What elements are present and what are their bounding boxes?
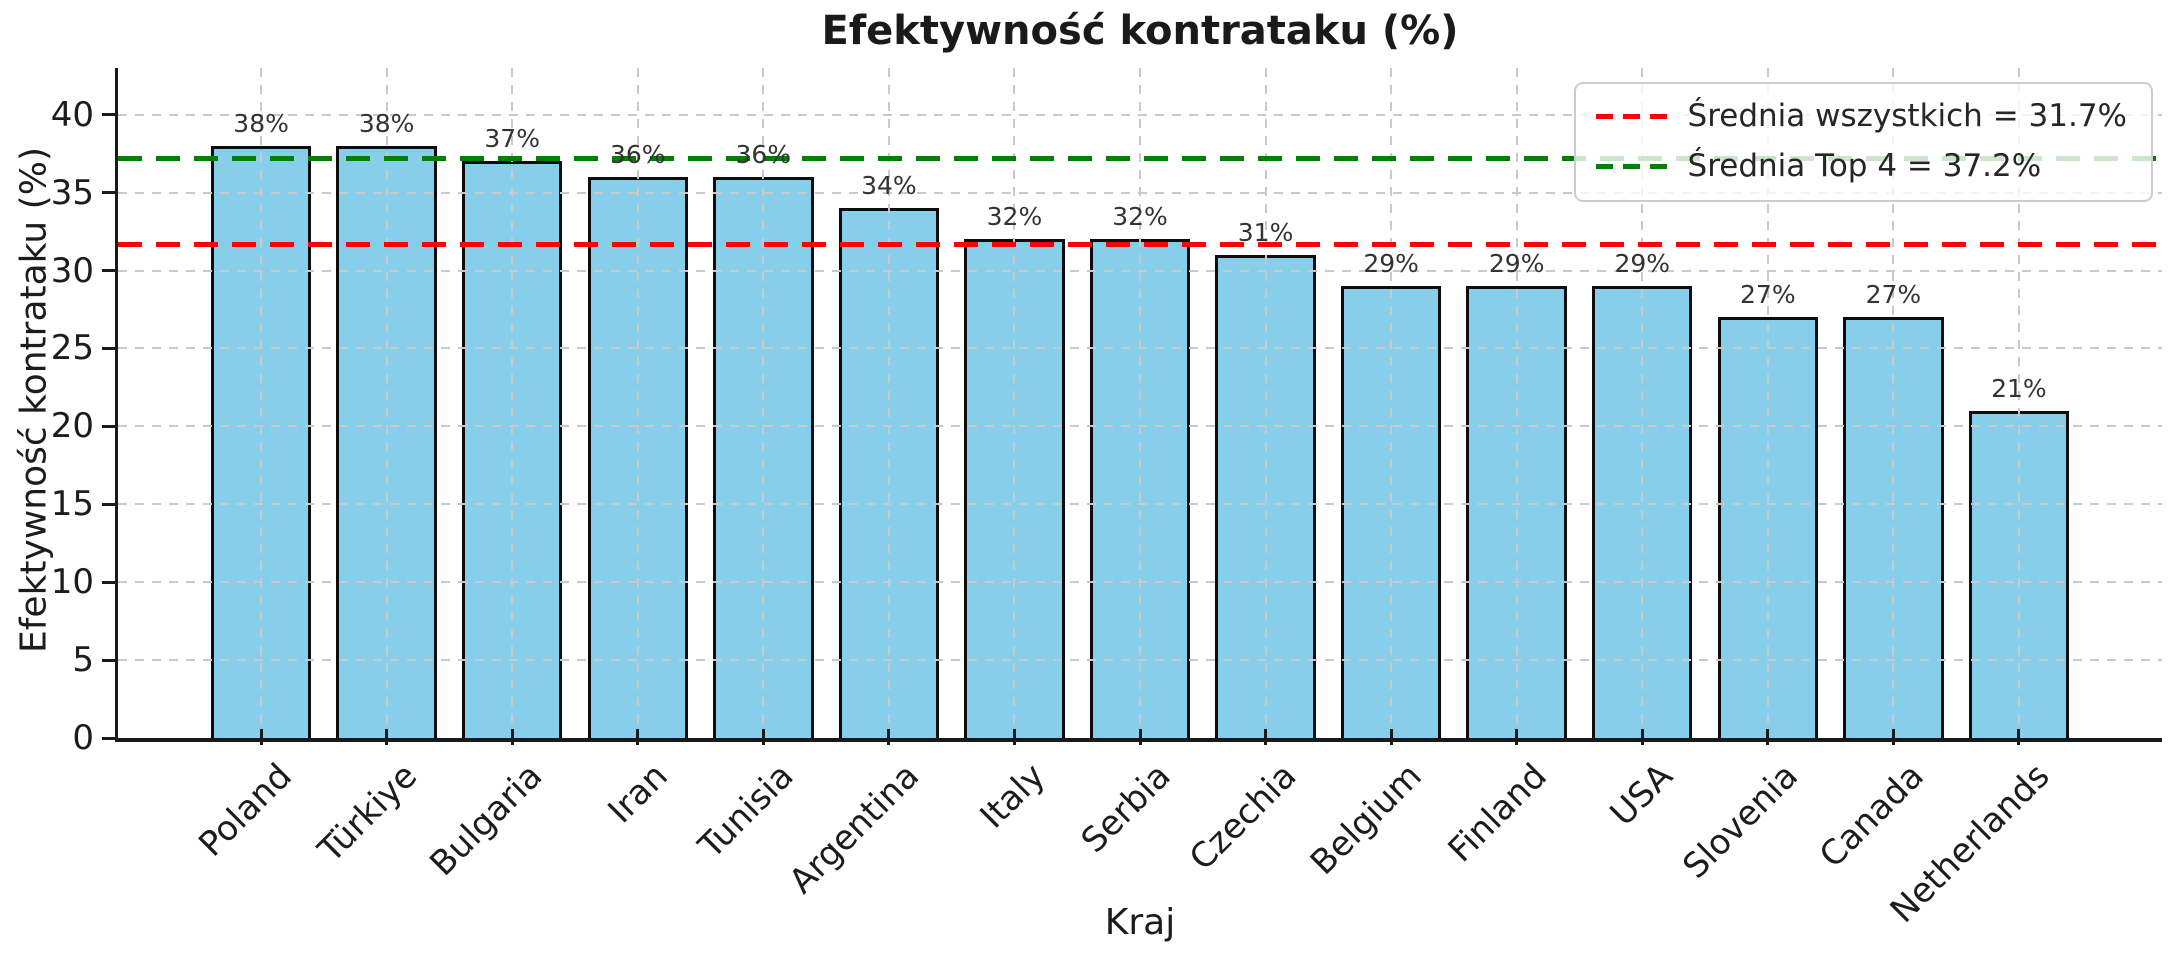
- y-tick-mark: [102, 424, 115, 428]
- y-tick-label: 25: [50, 328, 94, 369]
- green-dashed-line-swatch: [1595, 163, 1668, 169]
- y-tick-mark: [102, 580, 115, 584]
- bar-value-label: 29%: [1363, 249, 1419, 279]
- y-tick-label: 40: [50, 94, 94, 135]
- x-tick-label: Poland: [190, 756, 300, 865]
- v-gridline: [1264, 68, 1267, 738]
- v-gridline: [260, 68, 263, 738]
- bar-value-label: 36%: [735, 140, 792, 170]
- bar-label-layer: 38% 38% 37% 36% 36% 34% 32% 32% 31% 29% 29% 29% 27% 2…: [118, 68, 2162, 738]
- y-tick-mark: [102, 346, 115, 350]
- bar-value-label: 38%: [233, 108, 289, 138]
- x-tick-mark: [1891, 729, 1895, 745]
- v-gridline: [1390, 68, 1393, 738]
- y-tick-mark: [102, 502, 115, 506]
- legend: Średnia wszystkich = 31.7% Średnia Top 4…: [1573, 82, 2153, 202]
- x-tick-label: Belgium: [1302, 756, 1430, 883]
- x-tick-label: Italy: [972, 756, 1053, 837]
- x-tick-mark: [1515, 729, 1519, 745]
- v-gridline: [887, 68, 890, 738]
- y-tick-mark: [102, 269, 115, 273]
- bar-value-label: 37%: [484, 124, 540, 154]
- v-gridline: [385, 68, 388, 738]
- grid-layer: [118, 68, 2162, 738]
- y-axis-spine: [115, 68, 118, 738]
- y-tick-label: 35: [50, 172, 94, 213]
- x-tick-mark: [887, 729, 891, 745]
- reference-line-layer: [118, 68, 2162, 738]
- x-tick-label: Serbia: [1073, 756, 1179, 861]
- x-tick-label: Canada: [1811, 756, 1932, 876]
- bar-value-label: 21%: [1991, 373, 2047, 403]
- y-axis-label: Efektywność kontrataku (%): [13, 147, 55, 653]
- x-tick-mark: [1264, 729, 1268, 745]
- y-tick-mark: [102, 658, 115, 662]
- y-tick-label: 10: [50, 562, 94, 603]
- bar-value-label: 34%: [861, 171, 917, 201]
- bar-value-label: 36%: [609, 140, 666, 170]
- bar-value-label: 27%: [1865, 280, 1922, 310]
- x-tick-mark: [259, 729, 263, 745]
- x-tick-mark: [636, 729, 640, 745]
- bar-value-label: 29%: [1488, 249, 1545, 279]
- v-gridline: [1766, 68, 1769, 738]
- x-tick-mark: [1766, 729, 1770, 745]
- x-tick-mark: [2017, 729, 2021, 745]
- legend-label: Średnia Top 4 = 37.2%: [1687, 148, 2042, 184]
- v-gridline: [2017, 68, 2020, 738]
- tick-layer: 0 5 10 15 20 25 30 35 40 Poland Türkiye Bulgaria Ira…: [51, 68, 2162, 931]
- bar-value-label: 32%: [986, 202, 1043, 232]
- y-tick-mark: [102, 113, 115, 117]
- x-tick-label: Argentina: [781, 756, 928, 902]
- x-tick-label: Slovenia: [1675, 756, 1807, 887]
- y-tick-label: 15: [50, 484, 94, 525]
- v-gridline: [511, 68, 514, 738]
- bar-value-label: 32%: [1112, 202, 1168, 232]
- x-tick-label: Iran: [600, 756, 677, 832]
- y-tick-label: 20: [50, 406, 94, 447]
- bar-value-label: 31%: [1237, 217, 1294, 247]
- legend-item: Średnia wszystkich = 31.7%: [1595, 98, 2127, 134]
- plot-area: 38% 38% 37% 36% 36% 34% 32% 32% 31% 29% 29% 29% 27% 2…: [51, 68, 2162, 931]
- x-axis-label: Kraj: [1104, 902, 1176, 943]
- x-tick-mark: [1138, 729, 1142, 745]
- v-gridline: [1515, 68, 1518, 738]
- bar-value-label: 29%: [1614, 249, 1671, 279]
- x-tick-mark: [1640, 729, 1644, 745]
- x-axis-spine: [115, 738, 2162, 742]
- v-gridline: [636, 68, 639, 738]
- x-tick-label: USA: [1602, 756, 1681, 835]
- y-tick-label: 0: [72, 718, 94, 758]
- x-tick-label: Bulgaria: [422, 756, 551, 884]
- reference-line: [118, 241, 2162, 247]
- v-gridline: [1139, 68, 1141, 738]
- y-tick-label: 5: [72, 640, 94, 681]
- x-tick-label: Czechia: [1181, 756, 1304, 879]
- v-gridline: [762, 68, 765, 738]
- v-gridline: [1013, 68, 1016, 738]
- chart-title: Efektywność kontrataku (%): [821, 8, 1459, 54]
- y-tick-label: 30: [50, 250, 94, 291]
- reference-line: [118, 155, 2162, 161]
- x-tick-mark: [1389, 729, 1393, 745]
- x-tick-label: Türkiye: [310, 756, 425, 871]
- x-tick-label: Tunisia: [691, 756, 802, 867]
- red-dashed-line-swatch: [1595, 113, 1668, 119]
- legend-item: Średnia Top 4 = 37.2%: [1595, 148, 2127, 184]
- x-tick-label: Finland: [1440, 756, 1555, 871]
- y-tick-mark: [102, 736, 115, 740]
- v-gridline: [1892, 68, 1895, 738]
- x-tick-mark: [761, 729, 765, 745]
- x-tick-mark: [510, 729, 514, 745]
- v-gridline: [1641, 68, 1644, 738]
- y-tick-mark: [102, 191, 115, 195]
- bar-value-label: 27%: [1740, 280, 1796, 310]
- bar-value-label: 38%: [358, 108, 415, 138]
- x-tick-mark: [1012, 729, 1016, 745]
- legend-label: Średnia wszystkich = 31.7%: [1687, 98, 2127, 134]
- x-tick-mark: [385, 729, 389, 745]
